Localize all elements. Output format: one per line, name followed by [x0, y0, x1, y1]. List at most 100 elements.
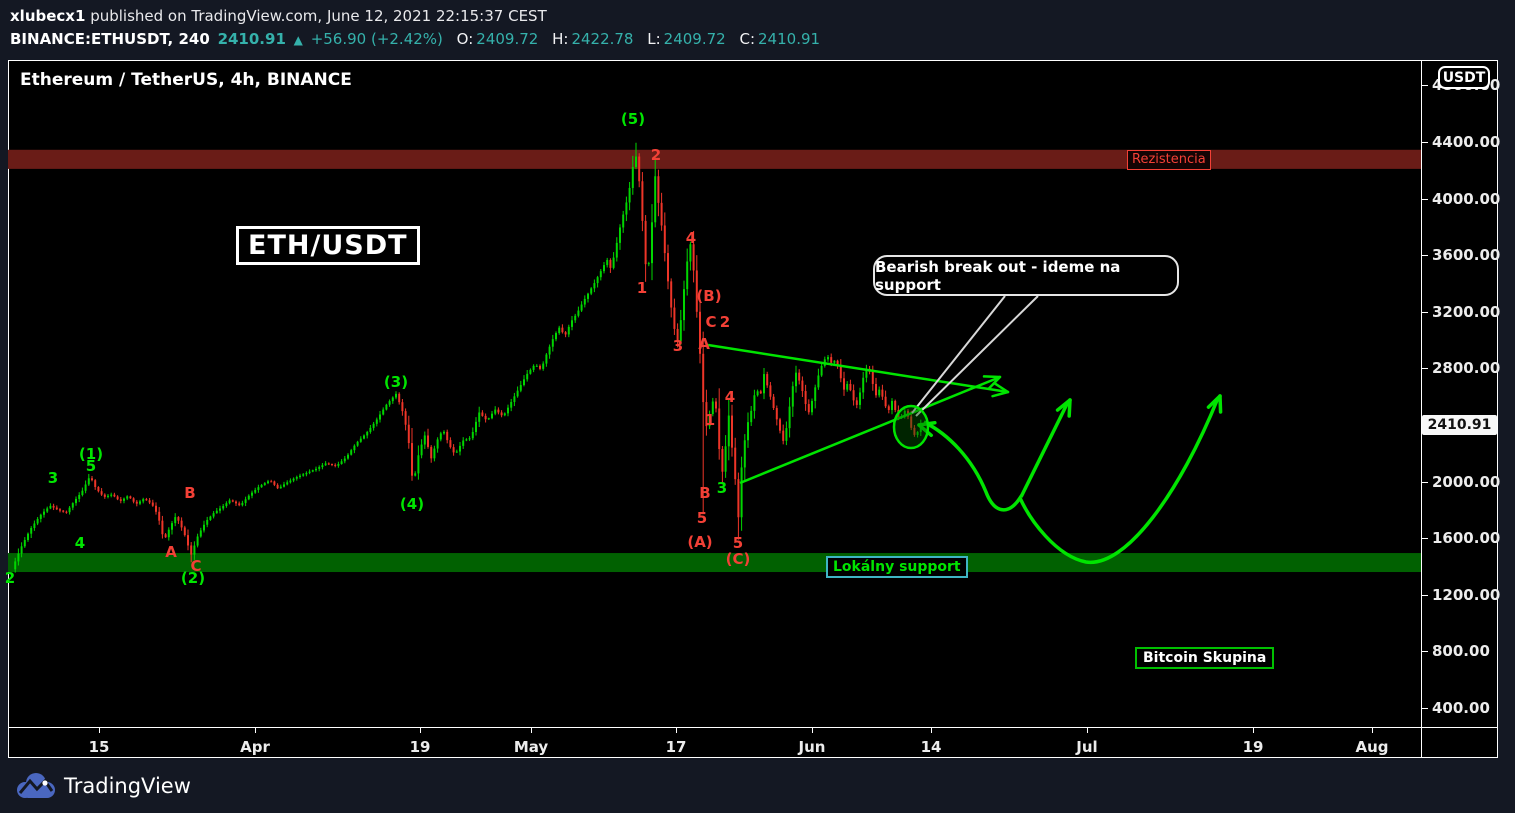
candle-body [427, 435, 429, 447]
candle-body [692, 244, 695, 271]
candle-body [542, 363, 545, 369]
candle-body [20, 546, 23, 554]
candle-body [212, 513, 215, 517]
candle-body [830, 357, 833, 363]
candle-body [324, 463, 327, 466]
candle-body [302, 474, 305, 476]
time-tick-label: Jun [798, 738, 826, 756]
candle-body [107, 495, 109, 497]
candle-body [593, 283, 596, 289]
candle-body [603, 265, 605, 272]
candle-body [158, 511, 161, 521]
candle-body [340, 461, 343, 464]
tradingview-link[interactable]: TradingView [16, 771, 191, 801]
candle-body [43, 511, 45, 515]
candle-body [561, 327, 564, 333]
price-chart[interactable] [8, 60, 1421, 727]
candle-body [756, 391, 759, 396]
candle-body [286, 482, 289, 485]
candle-body [385, 404, 388, 410]
candle-body [657, 176, 660, 203]
candle-body [161, 520, 164, 535]
time-tick-label: May [513, 738, 549, 756]
candle-body [289, 480, 292, 483]
candle-body [231, 500, 234, 502]
candle-body [366, 431, 369, 436]
candle-body [571, 320, 573, 327]
time-tick-mark [531, 727, 532, 733]
candle-body [315, 468, 317, 471]
candle-body [334, 464, 337, 466]
axis-separator-horizontal [8, 727, 1498, 728]
candle-body [791, 386, 794, 407]
candle-body [807, 404, 810, 413]
candle-body [628, 187, 631, 203]
candle-body [913, 427, 916, 435]
candle-body [260, 484, 263, 488]
candle-body [279, 486, 282, 489]
candle-body [747, 422, 749, 441]
candle-body [97, 486, 100, 492]
price-tick-label: 1200.00 [1432, 585, 1501, 604]
candle-body [356, 441, 359, 446]
candle-body [276, 484, 279, 489]
candle-body [116, 496, 119, 500]
time-tick-label: 19 [1242, 738, 1264, 756]
time-tick-label: Apr [240, 738, 270, 756]
candle-body [625, 202, 628, 215]
candle-body [391, 397, 394, 402]
candle-body [903, 410, 906, 417]
candle-body [311, 470, 314, 472]
candle-body [318, 467, 321, 469]
publish-info: published on TradingView.com, June 12, 2… [85, 7, 547, 25]
candle-body [375, 419, 378, 424]
candle-body [180, 520, 183, 528]
arrow-head [982, 375, 1002, 379]
candle-body [110, 494, 113, 496]
candle-body [295, 477, 298, 479]
candle-body [651, 222, 653, 264]
candle-body [388, 401, 391, 405]
candle-body [727, 415, 730, 447]
trendline[interactable] [739, 375, 1001, 485]
candle-body [193, 545, 196, 555]
candle-body [759, 391, 762, 394]
arrow-head [1067, 398, 1072, 418]
trendline[interactable] [707, 343, 1009, 394]
candle-body [852, 390, 855, 401]
candle-body [273, 481, 276, 485]
candle-body [609, 259, 612, 268]
candle-body [526, 373, 529, 380]
candle-body [100, 491, 103, 495]
price-tick-mark [1421, 708, 1428, 709]
candle-body [174, 517, 177, 524]
candle-body [686, 261, 689, 290]
candle-body [887, 406, 890, 411]
price-change: +56.90 (+2.42%) [310, 30, 443, 48]
candle-body [567, 326, 570, 335]
candle-body [49, 505, 52, 509]
candle-body [36, 518, 39, 524]
candle-body [843, 378, 845, 390]
candle-body [833, 360, 836, 363]
candle-body [75, 498, 77, 504]
candle-body [359, 438, 362, 442]
candle-body [84, 484, 87, 491]
candle-body [33, 523, 36, 529]
candle-body [775, 408, 778, 420]
candle-body [196, 536, 199, 546]
candle-body [743, 440, 746, 468]
currency-badge-button[interactable]: USDT [1438, 66, 1490, 89]
candle-body [724, 446, 727, 472]
candle-body [446, 431, 449, 441]
candle-body [439, 433, 442, 440]
candle-body [891, 400, 893, 411]
candle-body [487, 418, 490, 420]
candle-body [865, 368, 868, 378]
candle-body [699, 311, 701, 354]
time-tick-mark [1253, 727, 1254, 733]
candle-body [471, 432, 474, 439]
candle-body [433, 448, 436, 459]
price-tick-mark [1421, 198, 1428, 200]
